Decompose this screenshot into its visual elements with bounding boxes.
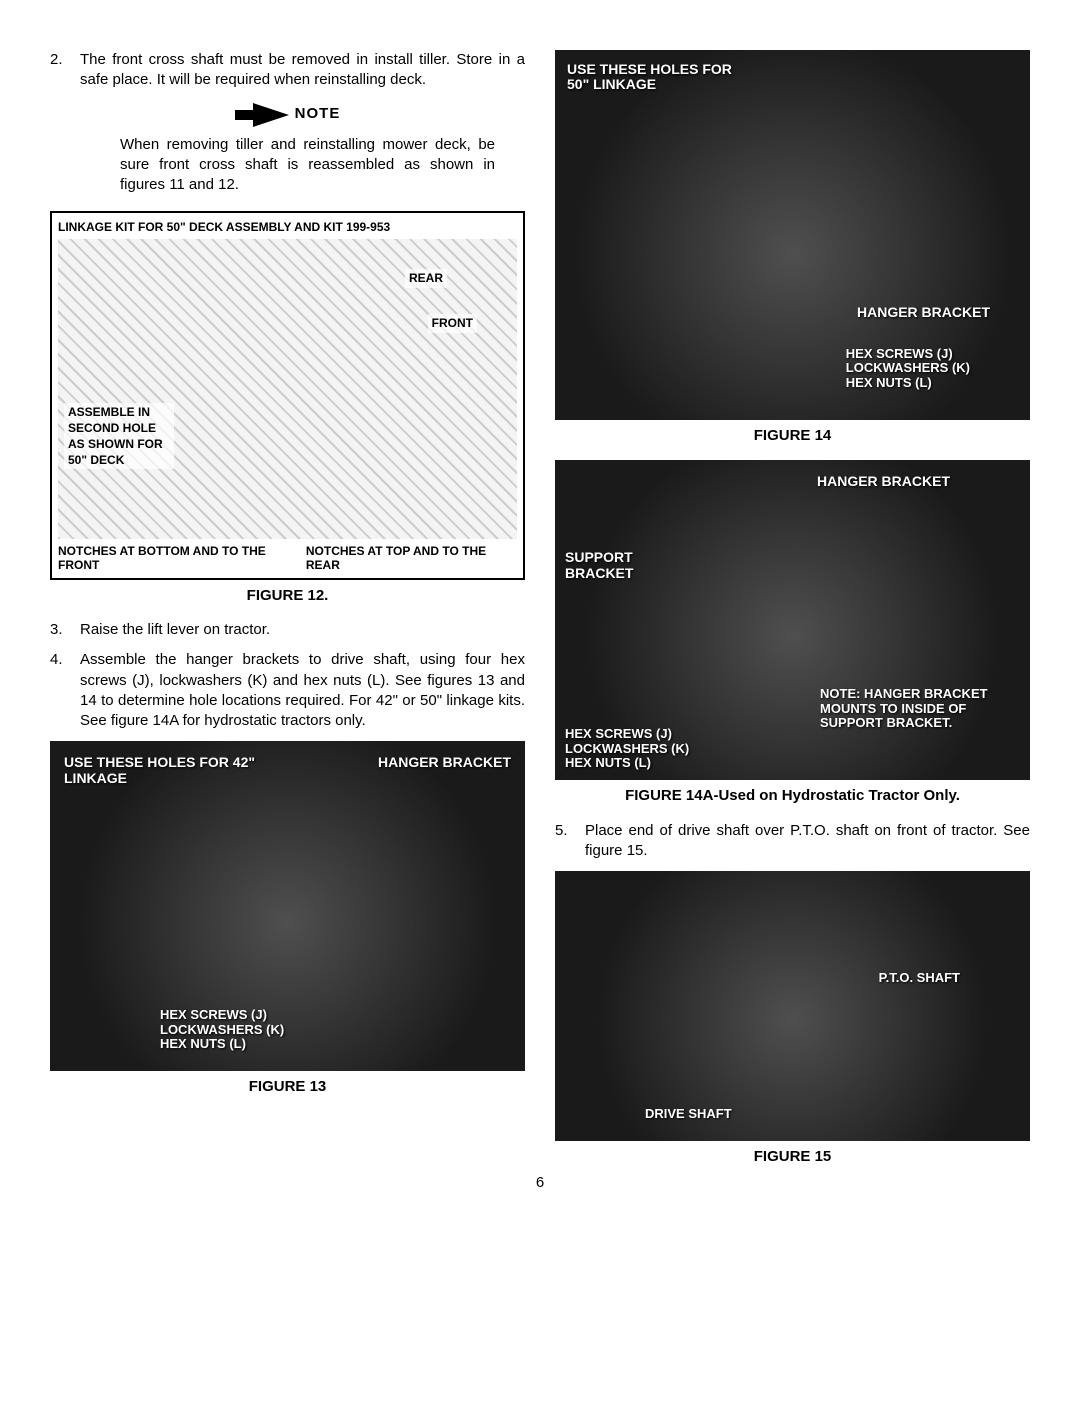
label-notches-right: NOTCHES AT TOP AND TO THE REAR — [306, 545, 517, 571]
overlay-hanger-bracket: HANGER BRACKET — [817, 474, 950, 489]
overlay-use-holes-50: USE THESE HOLES FOR 50" LINKAGE — [567, 62, 747, 93]
figure-14a-caption: FIGURE 14A-Used on Hydrostatic Tractor O… — [555, 786, 1030, 806]
list-item-5: 5. Place end of drive shaft over P.T.O. … — [555, 821, 1030, 862]
figure-14-caption: FIGURE 14 — [555, 426, 1030, 446]
item-number: 5. — [555, 821, 575, 862]
arrow-icon — [235, 103, 285, 127]
figure-13-caption: FIGURE 13 — [50, 1077, 525, 1097]
overlay-pto-shaft: P.T.O. SHAFT — [879, 971, 960, 985]
left-column: 2. The front cross shaft must be removed… — [50, 50, 525, 1181]
figure-13-photo: USE THESE HOLES FOR 42" LINKAGE HANGER B… — [50, 741, 525, 1071]
page: 2. The front cross shaft must be removed… — [0, 0, 1080, 1211]
overlay-support-bracket: SUPPORT BRACKET — [565, 550, 655, 581]
note-heading: NOTE — [50, 103, 525, 127]
list-item-4: 4. Assemble the hanger brackets to drive… — [50, 650, 525, 731]
figure-14a-photo: HANGER BRACKET SUPPORT BRACKET NOTE: HAN… — [555, 460, 1030, 780]
item-text: Assemble the hanger brackets to drive sh… — [80, 650, 525, 731]
overlay-fasteners: HEX SCREWS (J) LOCKWASHERS (K) HEX NUTS … — [565, 727, 689, 770]
overlay-hanger-bracket: HANGER BRACKET — [857, 305, 990, 320]
right-column: USE THESE HOLES FOR 50" LINKAGE HANGER B… — [555, 50, 1030, 1181]
overlay-fasteners: HEX SCREWS (J) LOCKWASHERS (K) HEX NUTS … — [160, 1008, 284, 1051]
overlay-note: NOTE: HANGER BRACKET MOUNTS TO INSIDE OF… — [820, 687, 1020, 730]
figure-12-box: LINKAGE KIT FOR 50" DECK ASSEMBLY AND KI… — [50, 211, 525, 580]
overlay-drive-shaft: DRIVE SHAFT — [645, 1107, 732, 1121]
item-text: Place end of drive shaft over P.T.O. sha… — [585, 821, 1030, 862]
item-number: 4. — [50, 650, 70, 731]
note-body: When removing tiller and reinstalling mo… — [120, 135, 495, 196]
item-text: The front cross shaft must be removed in… — [80, 50, 525, 91]
figure-14-photo: USE THESE HOLES FOR 50" LINKAGE HANGER B… — [555, 50, 1030, 420]
label-notches-left: NOTCHES AT BOTTOM AND TO THE FRONT — [58, 545, 269, 571]
overlay-hanger-bracket: HANGER BRACKET — [378, 755, 511, 770]
page-number: 6 — [536, 1173, 544, 1193]
figure-12-diagram: REAR FRONT ASSEMBLE IN SECOND HOLE AS SH… — [58, 239, 517, 539]
label-front: FRONT — [428, 314, 477, 332]
item-text: Raise the lift lever on tractor. — [80, 620, 525, 640]
item-number: 2. — [50, 50, 70, 91]
label-assemble: ASSEMBLE IN SECOND HOLE AS SHOWN FOR 50"… — [64, 403, 174, 470]
figure-12-caption: FIGURE 12. — [50, 586, 525, 606]
item-number: 3. — [50, 620, 70, 640]
overlay-use-holes-42: USE THESE HOLES FOR 42" LINKAGE — [64, 755, 264, 786]
label-rear: REAR — [405, 269, 447, 287]
figure-15-photo: P.T.O. SHAFT DRIVE SHAFT — [555, 871, 1030, 1141]
figure-15-caption: FIGURE 15 — [555, 1147, 1030, 1167]
figure-12-title: LINKAGE KIT FOR 50" DECK ASSEMBLY AND KI… — [58, 219, 517, 235]
overlay-fasteners: HEX SCREWS (J) LOCKWASHERS (K) HEX NUTS … — [846, 347, 970, 390]
list-item-2: 2. The front cross shaft must be removed… — [50, 50, 525, 91]
list-item-3: 3. Raise the lift lever on tractor. — [50, 620, 525, 640]
note-label: NOTE — [295, 104, 341, 124]
figure-12-bottom-labels: NOTCHES AT BOTTOM AND TO THE FRONT NOTCH… — [58, 545, 517, 571]
